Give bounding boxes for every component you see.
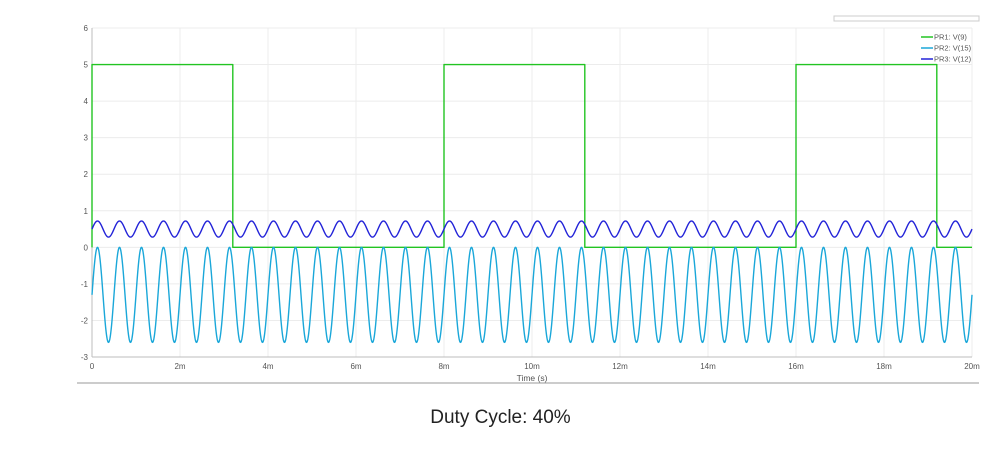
x-tick-label: 2m: [174, 362, 185, 371]
series-line-3: [91, 220, 973, 238]
x-tick-label: 10m: [524, 362, 540, 371]
legend-label: PR1: V(9): [934, 33, 967, 42]
x-tick-label: 6m: [350, 362, 361, 371]
y-tick-label: 2: [84, 170, 89, 179]
y-tick-label: 3: [84, 134, 89, 143]
y-tick-label: -3: [81, 353, 89, 362]
x-tick-label: 20m: [964, 362, 980, 371]
grid: [91, 27, 973, 358]
x-tick-label: 14m: [700, 362, 716, 371]
y-tick-label: -2: [81, 316, 89, 325]
axes: [77, 28, 979, 384]
legend-label: PR2: V(15): [934, 44, 972, 53]
legend-box-top: [833, 15, 980, 22]
x-tick-label: 4m: [262, 362, 273, 371]
y-tick-label: 6: [84, 24, 89, 33]
y-tick-label: 5: [84, 61, 89, 70]
legend-label: PR3: V(12): [934, 55, 972, 64]
tick-labels: 0 2m 4m 6m 8m 10m 12m 14m 16m 18m 20m 6 5 4 3 2 1 0 -1 -2 -3: [81, 24, 980, 371]
x-tick-label: 18m: [876, 362, 892, 371]
y-tick-label: 0: [84, 243, 89, 252]
y-tick-label: 1: [84, 207, 89, 216]
legend: PR1: V(9) PR2: V(15) PR3: V(12): [921, 33, 972, 64]
y-tick-label: 4: [84, 97, 89, 106]
series-layer: [91, 63, 973, 344]
x-tick-label: 16m: [788, 362, 804, 371]
chart-toolbar-strip: [833, 15, 980, 22]
series-line-2: [91, 246, 973, 344]
duty-cycle-caption: Duty Cycle: 40%: [430, 407, 571, 428]
x-tick-label: 0: [90, 362, 95, 371]
y-tick-label: -1: [81, 280, 89, 289]
x-axis-title: Time (s): [517, 373, 548, 383]
series-line-1: [91, 63, 972, 249]
x-tick-label: 8m: [438, 362, 449, 371]
x-tick-label: 12m: [612, 362, 628, 371]
